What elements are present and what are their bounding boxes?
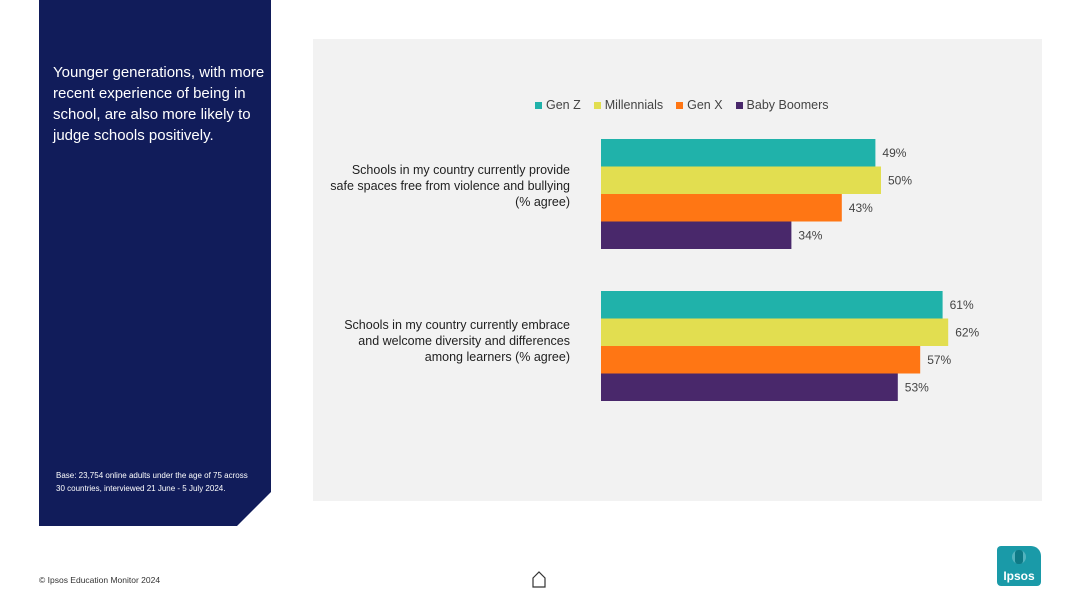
side-panel: Younger generations, with more recent ex… [39,0,271,526]
data-label: 57% [927,353,951,367]
data-label: 34% [798,228,822,242]
data-label: 62% [955,325,979,339]
legend-label: Gen Z [546,98,581,112]
data-label: 49% [882,146,906,160]
bar-gen-x [601,194,842,222]
bar-millennials [601,166,881,194]
legend-swatch [735,101,743,109]
data-label: 53% [905,380,929,394]
legend-item-baby-boomers: Baby Boomers [735,98,829,112]
copyright-text: © Ipsos Education Monitor 2024 [39,575,161,585]
base-note: Base: 23,754 online adults under the age… [56,471,248,493]
bar-baby-boomers [601,373,898,401]
legend-item-gen-x: Gen X [676,98,723,112]
category-label: Schools in my country currently provide … [330,163,570,209]
bar-gen-z [601,139,876,167]
legend-swatch [593,101,601,109]
legend-swatch [676,101,684,109]
data-label: 43% [849,201,873,215]
legend-item-millennials: Millennials [593,98,664,112]
legend-label: Gen X [687,98,723,112]
legend-item-gen-z: Gen Z [535,98,581,112]
bar-millennials [601,318,949,346]
data-label: 61% [950,298,974,312]
data-label: 50% [888,173,912,187]
logo-text: Ipsos [1003,569,1035,583]
side-heading: Younger generations, with more recent ex… [53,64,265,144]
legend-swatch [535,101,542,109]
bar-gen-x [601,346,921,374]
bar-gen-z [601,291,943,319]
category-label: Schools in my country currently embrace … [344,318,570,364]
home-icon[interactable] [531,570,547,593]
bar-baby-boomers [601,221,792,249]
legend-label: Baby Boomers [746,98,829,112]
ipsos-logo: Ipsos [997,546,1041,586]
bar-chart: 49% 50% 43% 34% 61% 62% 57% 53% [601,139,980,401]
chart-legend: Gen Z Millennials Gen X Baby Boomers [535,98,829,112]
chart-panel: Gen Z Millennials Gen X Baby Boomers Sch… [313,39,1042,501]
legend-label: Millennials [604,98,664,112]
